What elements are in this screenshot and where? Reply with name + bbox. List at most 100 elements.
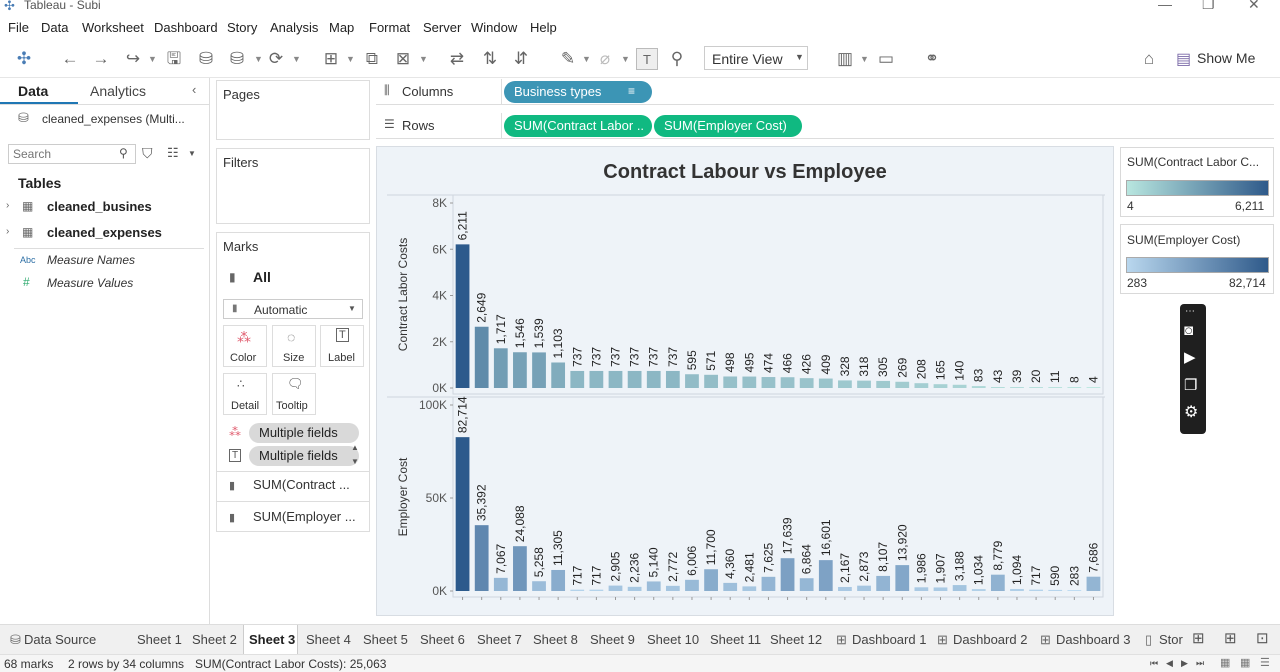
search-input[interactable] bbox=[11, 146, 111, 162]
bar[interactable] bbox=[1067, 590, 1082, 591]
bar[interactable] bbox=[914, 587, 929, 591]
bar[interactable] bbox=[532, 581, 546, 591]
bar[interactable] bbox=[570, 370, 585, 388]
filter-icon[interactable]: ⛉ bbox=[142, 145, 153, 161]
menu-file[interactable]: File bbox=[8, 20, 29, 35]
bar[interactable] bbox=[914, 383, 929, 388]
bar[interactable] bbox=[876, 380, 891, 388]
bar[interactable] bbox=[838, 380, 852, 388]
tab-sheet-7[interactable]: Sheet 7 bbox=[477, 632, 522, 647]
first-page-icon[interactable]: ⏮ bbox=[1150, 658, 1159, 668]
menu-analysis[interactable]: Analysis bbox=[270, 20, 319, 35]
bar[interactable] bbox=[742, 376, 757, 388]
bar[interactable] bbox=[895, 565, 910, 591]
table-item-cleaned-busines[interactable]: cleaned_busines bbox=[47, 199, 152, 214]
undo-icon[interactable]: ← bbox=[61, 49, 79, 68]
bar[interactable] bbox=[551, 362, 566, 388]
bar[interactable] bbox=[857, 585, 871, 591]
employer-cost-pill[interactable]: SUM(Employer Cost) bbox=[654, 115, 802, 137]
replay-icon[interactable]: ↪ bbox=[125, 49, 141, 68]
refresh-dropdown-icon[interactable]: ▼ bbox=[292, 54, 301, 64]
rows-shelf[interactable]: ☰ Rows SUM(Contract Labor .. SUM(Employe… bbox=[376, 113, 1274, 139]
tab-sheet-6[interactable]: Sheet 6 bbox=[420, 632, 465, 647]
label-multiple-fields-pill[interactable]: Multiple fields bbox=[249, 446, 359, 466]
menu-data[interactable]: Data bbox=[41, 20, 69, 35]
bar[interactable] bbox=[761, 576, 776, 591]
bar[interactable] bbox=[455, 437, 470, 591]
menu-format[interactable]: Format bbox=[369, 20, 411, 35]
bar[interactable] bbox=[1086, 576, 1101, 591]
bar[interactable] bbox=[493, 348, 508, 388]
group-icon[interactable]: ⌀ bbox=[599, 49, 611, 68]
share-icon[interactable]: ⚭ bbox=[924, 49, 940, 68]
bar[interactable] bbox=[608, 370, 623, 388]
windows-icon[interactable]: ❐ bbox=[1184, 377, 1198, 394]
bar[interactable] bbox=[627, 586, 642, 591]
bar[interactable] bbox=[952, 585, 967, 591]
tab-sheet-12[interactable]: Sheet 12 bbox=[770, 632, 823, 647]
bar[interactable] bbox=[551, 569, 566, 591]
new-worksheet-icon[interactable]: ⊞ bbox=[323, 49, 339, 68]
marks-tab-employer[interactable]: SUM(Employer ... bbox=[253, 509, 356, 524]
tab-dashboard-2[interactable]: Dashboard 2 bbox=[953, 632, 1028, 647]
maximize-icon[interactable]: ❐ bbox=[1202, 0, 1215, 12]
bar[interactable] bbox=[513, 546, 527, 591]
bar[interactable] bbox=[799, 578, 814, 591]
legend-employer-cost[interactable]: SUM(Employer Cost) 283 82,714 bbox=[1120, 224, 1274, 294]
bar[interactable] bbox=[723, 376, 738, 388]
datasource-dropdown-icon[interactable]: ▼ bbox=[254, 54, 263, 64]
new-sheet-icon[interactable]: ⊞ bbox=[1192, 630, 1205, 647]
bar[interactable] bbox=[589, 589, 604, 591]
swap-icon[interactable]: ⇄ bbox=[449, 49, 465, 68]
tableau-home-icon[interactable]: ✣ bbox=[16, 49, 32, 68]
tab-dashboard-3[interactable]: Dashboard 3 bbox=[1056, 632, 1131, 647]
redo-icon[interactable]: → bbox=[92, 49, 110, 68]
fix-axes-icon[interactable]: ⚲ bbox=[670, 49, 684, 68]
filmstrip-icon[interactable]: ▦ bbox=[1240, 657, 1251, 669]
marks-all-tab[interactable]: All bbox=[253, 269, 271, 285]
bar[interactable] bbox=[704, 374, 718, 388]
bar[interactable] bbox=[933, 384, 948, 388]
contract-labor-pill[interactable]: SUM(Contract Labor .. bbox=[504, 115, 652, 137]
tab-sheet-4[interactable]: Sheet 4 bbox=[306, 632, 351, 647]
bar[interactable] bbox=[493, 577, 508, 591]
new-story-icon[interactable]: ⊡ bbox=[1256, 630, 1269, 647]
tab-data[interactable]: Data bbox=[18, 83, 49, 99]
tab-sheet-5[interactable]: Sheet 5 bbox=[363, 632, 408, 647]
bar[interactable] bbox=[532, 352, 546, 388]
marks-tab-contract[interactable]: SUM(Contract ... bbox=[253, 477, 350, 492]
new-worksheet-dropdown-icon[interactable]: ▼ bbox=[346, 54, 355, 64]
business-types-pill[interactable]: Business types bbox=[504, 81, 652, 103]
bar[interactable] bbox=[646, 370, 661, 388]
tab-data-source[interactable]: Data Source bbox=[24, 632, 97, 647]
pages-card[interactable]: Pages bbox=[216, 80, 370, 140]
next-page-icon[interactable]: ▶ bbox=[1181, 658, 1188, 668]
menu-story[interactable]: Story bbox=[227, 20, 258, 35]
bar[interactable] bbox=[455, 244, 470, 388]
tab-sheet-10[interactable]: Sheet 10 bbox=[647, 632, 700, 647]
tabs-view-icon[interactable]: ☰ bbox=[1260, 657, 1270, 669]
measure-values-field[interactable]: Measure Values bbox=[47, 276, 134, 290]
last-page-icon[interactable]: ⏭ bbox=[1196, 658, 1205, 668]
view-list-icon[interactable]: ☷ bbox=[167, 145, 179, 160]
view-size-select[interactable]: Entire View ▼ bbox=[704, 46, 808, 70]
clear-sheet-icon[interactable]: ⊠ bbox=[395, 49, 411, 68]
menu-map[interactable]: Map bbox=[329, 20, 355, 35]
bar[interactable] bbox=[952, 384, 967, 388]
bar[interactable] bbox=[665, 370, 680, 388]
grid-view-icon[interactable]: ▦ bbox=[1220, 657, 1231, 669]
bar[interactable] bbox=[627, 370, 642, 388]
collapse-pane-icon[interactable]: ‹ bbox=[192, 82, 197, 97]
size-button[interactable]: ◌ Size bbox=[272, 325, 316, 367]
bar-chart-icon[interactable]: ▥ bbox=[836, 49, 854, 68]
sort-ascending-icon[interactable]: ⇅ bbox=[482, 49, 498, 68]
bar[interactable] bbox=[1010, 588, 1024, 591]
bar[interactable] bbox=[818, 560, 833, 591]
tab-sheet-11[interactable]: Sheet 11 bbox=[710, 632, 762, 647]
tab-sheet-1[interactable]: Sheet 1 bbox=[137, 632, 182, 647]
detail-button[interactable]: ∴ Detail bbox=[223, 373, 267, 415]
close-icon[interactable]: ✕ bbox=[1248, 0, 1260, 12]
tab-story[interactable]: Stor bbox=[1159, 632, 1183, 647]
video-icon[interactable]: ▶ bbox=[1184, 349, 1196, 366]
expand-icon[interactable]: › bbox=[6, 226, 10, 237]
